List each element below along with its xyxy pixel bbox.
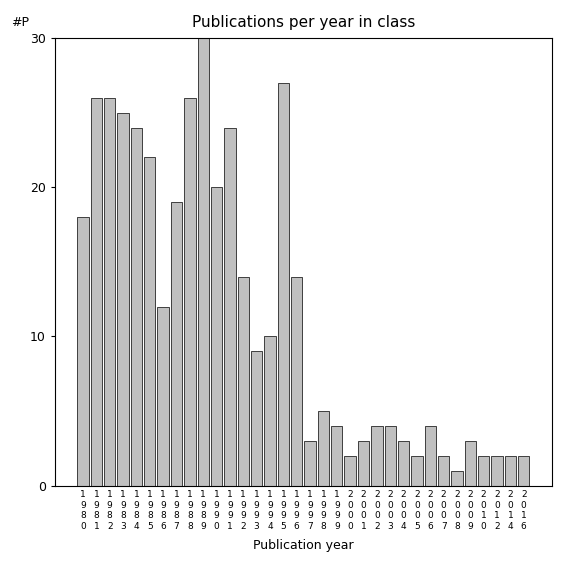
Bar: [91, 98, 102, 485]
X-axis label: Publication year: Publication year: [253, 539, 354, 552]
Bar: [197, 38, 209, 485]
Bar: [411, 456, 422, 485]
Bar: [478, 456, 489, 485]
Bar: [451, 471, 463, 485]
Bar: [104, 98, 116, 485]
Bar: [318, 411, 329, 485]
Bar: [291, 277, 302, 485]
Bar: [384, 426, 396, 485]
Bar: [144, 158, 155, 485]
Bar: [398, 441, 409, 485]
Bar: [518, 456, 530, 485]
Bar: [211, 187, 222, 485]
Bar: [131, 128, 142, 485]
Title: Publications per year in class: Publications per year in class: [192, 15, 415, 30]
Bar: [492, 456, 503, 485]
Bar: [425, 426, 436, 485]
Y-axis label: #P: #P: [11, 16, 29, 29]
Bar: [344, 456, 356, 485]
Bar: [171, 202, 182, 485]
Bar: [251, 352, 263, 485]
Bar: [438, 456, 449, 485]
Bar: [505, 456, 516, 485]
Bar: [264, 336, 276, 485]
Bar: [331, 426, 342, 485]
Bar: [117, 113, 129, 485]
Bar: [278, 83, 289, 485]
Bar: [238, 277, 249, 485]
Bar: [77, 217, 88, 485]
Bar: [464, 441, 476, 485]
Bar: [225, 128, 236, 485]
Bar: [184, 98, 196, 485]
Bar: [371, 426, 383, 485]
Bar: [158, 307, 169, 485]
Bar: [304, 441, 316, 485]
Bar: [358, 441, 369, 485]
